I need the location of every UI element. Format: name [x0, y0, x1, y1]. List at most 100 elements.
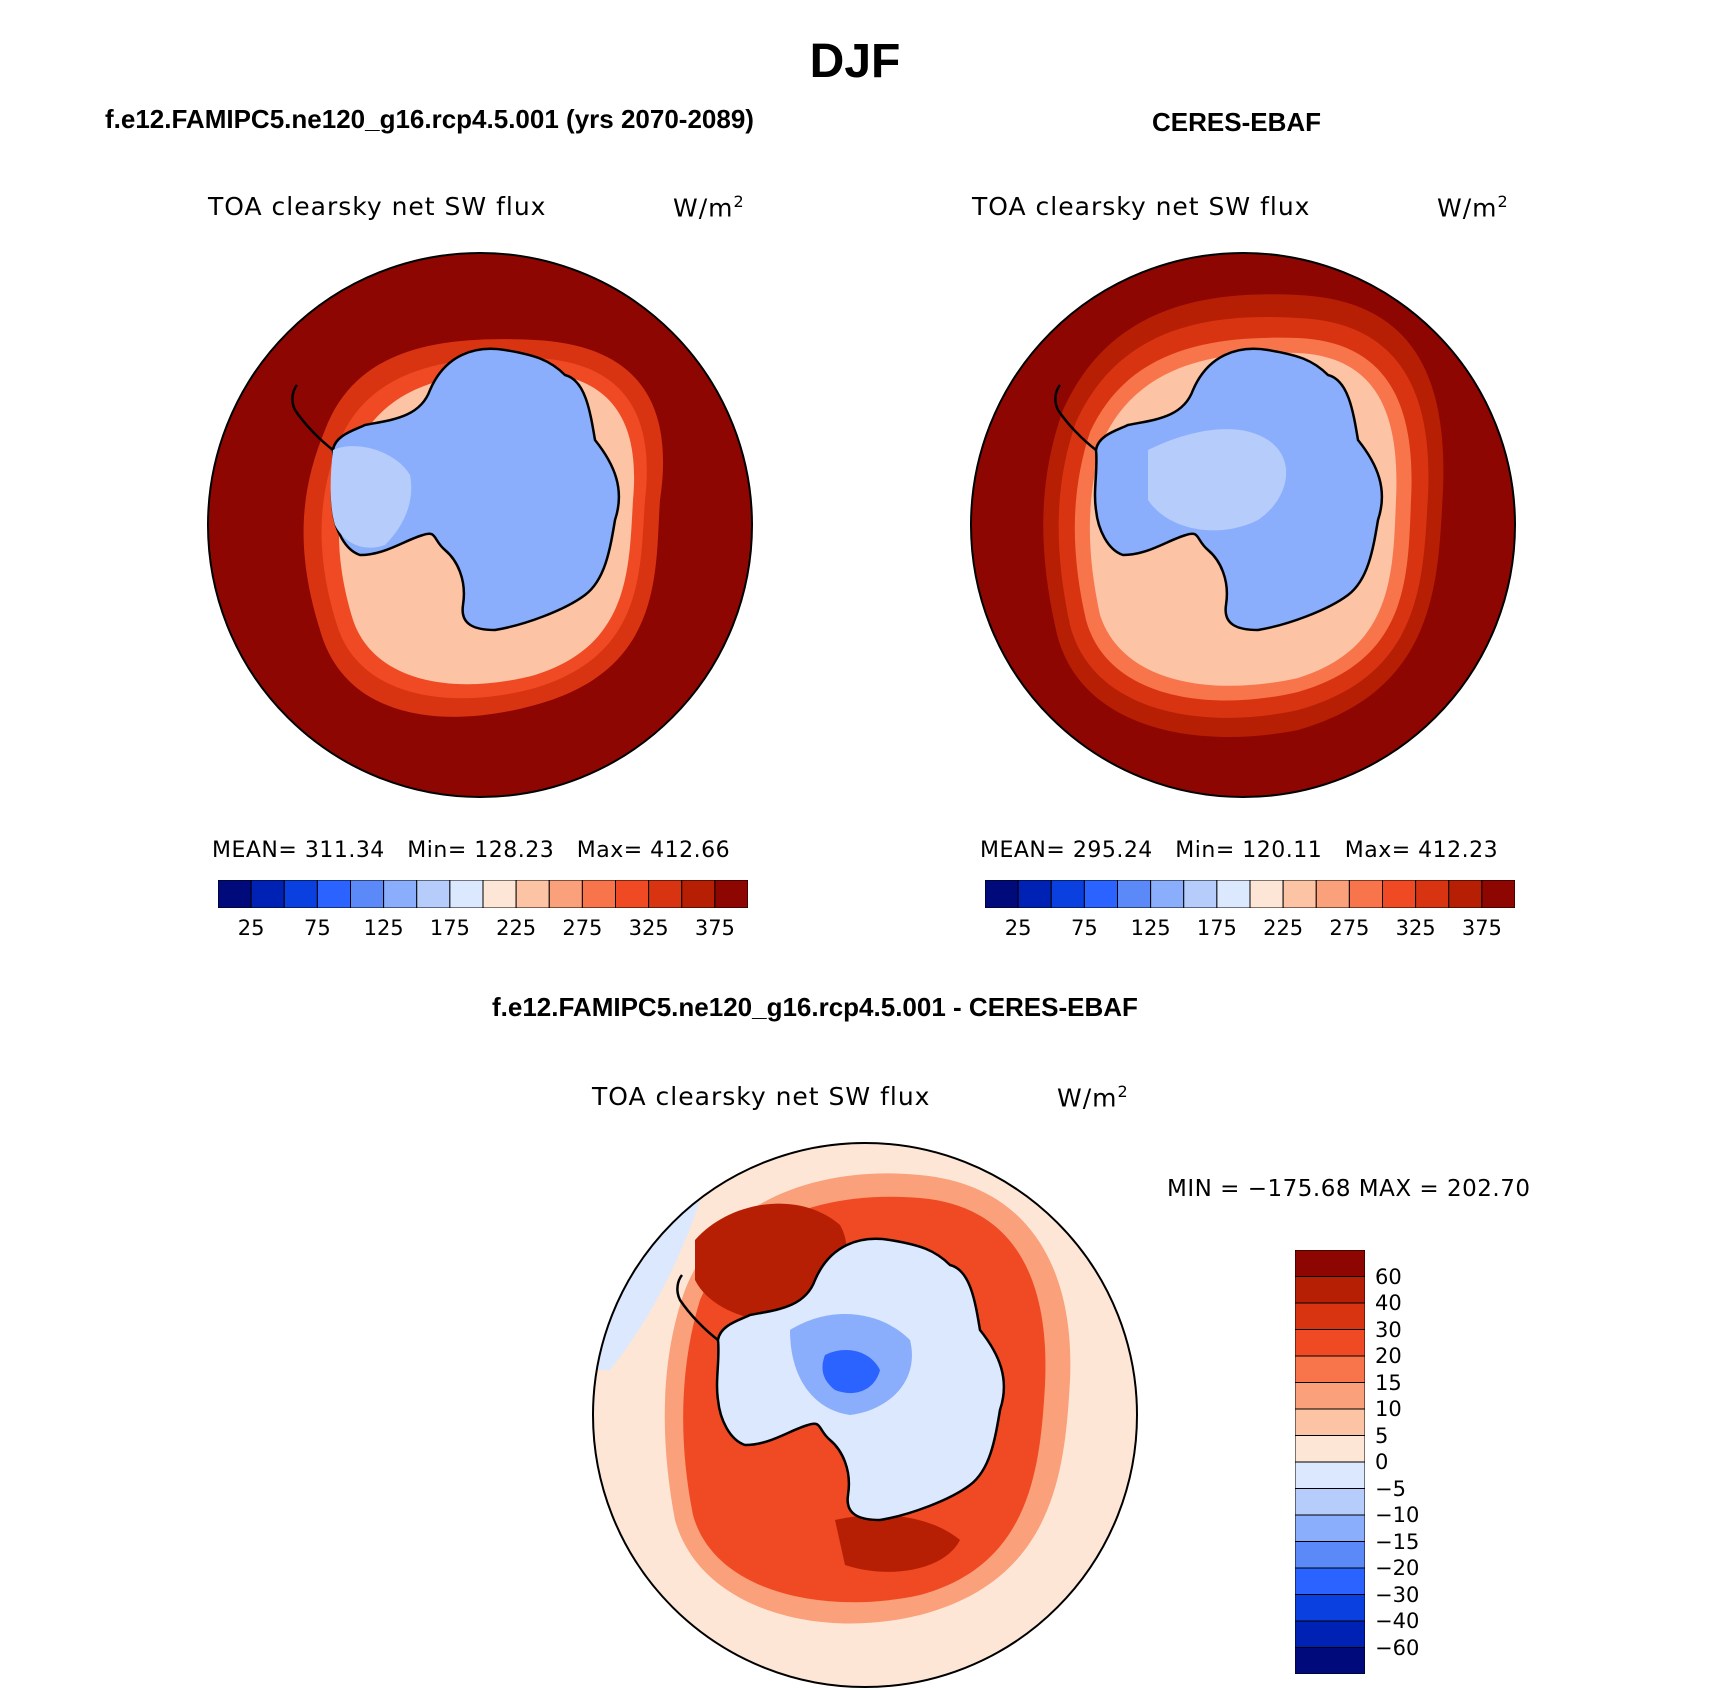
colorbar-swatch: [1216, 879, 1251, 909]
colorbar-swatch: [250, 879, 285, 909]
colorbar-tick-label: 175: [429, 916, 470, 940]
colorbar-tick-label: 20: [1375, 1344, 1402, 1368]
panel-3-ross-patch: [835, 1515, 960, 1572]
figure-title: DJF: [809, 35, 901, 88]
panel-2-colorbar: [984, 879, 1516, 909]
panel-1-colorbar-ticks: 25 75 125 175 225 275 325 375: [218, 916, 748, 944]
colorbar-swatch: [1448, 879, 1483, 909]
panel-1-peninsula: [291, 384, 334, 451]
colorbar-tick-label: 10: [1375, 1397, 1402, 1421]
colorbar-tick-label: −30: [1375, 1582, 1420, 1607]
colorbar-swatch: [482, 879, 517, 909]
colorbar-tick-label: 5: [1375, 1423, 1389, 1448]
colorbar-swatch: [1117, 879, 1152, 909]
colorbar-swatch: [1348, 879, 1383, 909]
colorbar-swatch: [449, 879, 484, 909]
colorbar-swatch: [1294, 1382, 1366, 1410]
colorbar-tick-label: 25: [1004, 916, 1032, 940]
colorbar-swatch: [1294, 1514, 1366, 1542]
colorbar-swatch: [1294, 1302, 1366, 1330]
colorbar-swatch: [515, 879, 550, 909]
panel-3-polar-map: [592, 1142, 1138, 1688]
colorbar-tick-label: 275: [562, 916, 603, 940]
colorbar-swatch: [383, 879, 418, 909]
panel-3-colorbar-svg: [1294, 1249, 1366, 1675]
colorbar-swatch: [1294, 1249, 1366, 1277]
colorbar-swatch: [283, 879, 318, 909]
panel-1-west-antarctica-shade: [330, 446, 412, 548]
panel-1-polar-map: [207, 252, 753, 798]
colorbar-tick-label: −20: [1375, 1556, 1420, 1580]
colorbar-swatch: [1282, 879, 1317, 909]
colorbar-tick-label: −10: [1375, 1503, 1420, 1527]
colorbar-swatch: [1294, 1594, 1366, 1622]
colorbar-tick-label: 25: [237, 916, 265, 940]
colorbar-tick-label: 375: [694, 916, 735, 940]
colorbar-swatch: [1150, 879, 1185, 909]
colorbar-swatch: [1050, 879, 1085, 909]
colorbar-tick-label: 175: [1196, 916, 1237, 940]
panel-2-stats: MEAN= 295.24 Min= 120.11 Max= 412.23: [980, 838, 1499, 863]
colorbar-tick-label: −40: [1375, 1609, 1420, 1633]
panel-2-peninsula: [1054, 384, 1097, 451]
panel-2-title: CERES-EBAF: [1152, 107, 1322, 137]
colorbar-swatch: [648, 879, 683, 909]
colorbar-swatch: [1294, 1541, 1366, 1569]
colorbar-swatch: [1294, 1435, 1366, 1463]
colorbar-tick-label: 0: [1375, 1450, 1389, 1474]
colorbar-tick-label: 375: [1461, 916, 1502, 940]
colorbar-swatch: [416, 879, 451, 909]
colorbar-tick-label: 225: [1263, 916, 1304, 940]
panel-2-interior-shade: [1148, 429, 1287, 531]
panel-3-interior-negative-2: [822, 1350, 880, 1394]
panel-3-title: f.e12.FAMIPC5.ne120_g16.rcp4.5.001 - CER…: [492, 992, 1138, 1022]
colorbar-tick-label: −60: [1375, 1635, 1420, 1660]
colorbar-swatch: [1294, 1355, 1366, 1383]
colorbar-tick-label: 225: [496, 916, 537, 940]
colorbar-swatch: [548, 879, 583, 909]
panel-1-title: f.e12.FAMIPC5.ne120_g16.rcp4.5.001 (yrs …: [105, 104, 754, 134]
panel-2-colorbar-svg: [984, 879, 1516, 909]
colorbar-tick-label: 125: [1130, 916, 1171, 940]
colorbar-swatch: [1294, 1461, 1366, 1489]
panel-3-colorbar-ticks: 60 40 30 20 15 10 5 0 −5 −10 −15 −20 −30 −40 −60: [1365, 1250, 1465, 1674]
colorbar-swatch: [714, 879, 749, 909]
colorbar-swatch: [1415, 879, 1450, 909]
colorbar-swatch: [1249, 879, 1284, 909]
colorbar-swatch: [1294, 1488, 1366, 1516]
colorbar-tick-label: 325: [1395, 916, 1436, 940]
colorbar-swatch: [217, 879, 252, 909]
colorbar-swatch: [1294, 1408, 1366, 1436]
colorbar-swatch: [1017, 879, 1052, 909]
panel-2-polar-map: [970, 252, 1516, 798]
colorbar-swatch: [1083, 879, 1118, 909]
panel-1-units: W/m2: [673, 192, 745, 223]
panel-3-peninsula: [676, 1274, 719, 1341]
colorbar-tick-label: 15: [1375, 1370, 1402, 1395]
panel-3-colorbar: [1294, 1249, 1366, 1675]
panel-1-variable: TOA clearsky net SW flux: [208, 192, 547, 221]
colorbar-swatch: [1294, 1647, 1366, 1675]
colorbar-swatch: [1315, 879, 1350, 909]
colorbar-tick-label: 30: [1375, 1317, 1402, 1342]
colorbar-swatch: [581, 879, 616, 909]
panel-1-colorbar-svg: [217, 879, 749, 909]
colorbar-swatch: [615, 879, 650, 909]
colorbar-tick-label: −5: [1375, 1476, 1406, 1501]
panel-2-variable: TOA clearsky net SW flux: [972, 192, 1311, 221]
panel-1-colorbar: [217, 879, 749, 909]
colorbar-swatch: [1294, 1329, 1366, 1357]
colorbar-tick-label: 275: [1329, 916, 1370, 940]
colorbar-tick-label: 75: [1071, 916, 1098, 940]
colorbar-tick-label: 75: [304, 916, 331, 940]
colorbar-swatch: [350, 879, 385, 909]
panel-1-stats: MEAN= 311.34 Min= 128.23 Max= 412.66: [212, 838, 731, 863]
panel-3-variable: TOA clearsky net SW flux: [592, 1082, 931, 1111]
colorbar-swatch: [1183, 879, 1218, 909]
colorbar-swatch: [316, 879, 351, 909]
colorbar-swatch: [1382, 879, 1417, 909]
colorbar-swatch: [1481, 879, 1516, 909]
colorbar-swatch: [681, 879, 716, 909]
colorbar-tick-label: 125: [363, 916, 404, 940]
colorbar-tick-label: 60: [1375, 1264, 1402, 1289]
